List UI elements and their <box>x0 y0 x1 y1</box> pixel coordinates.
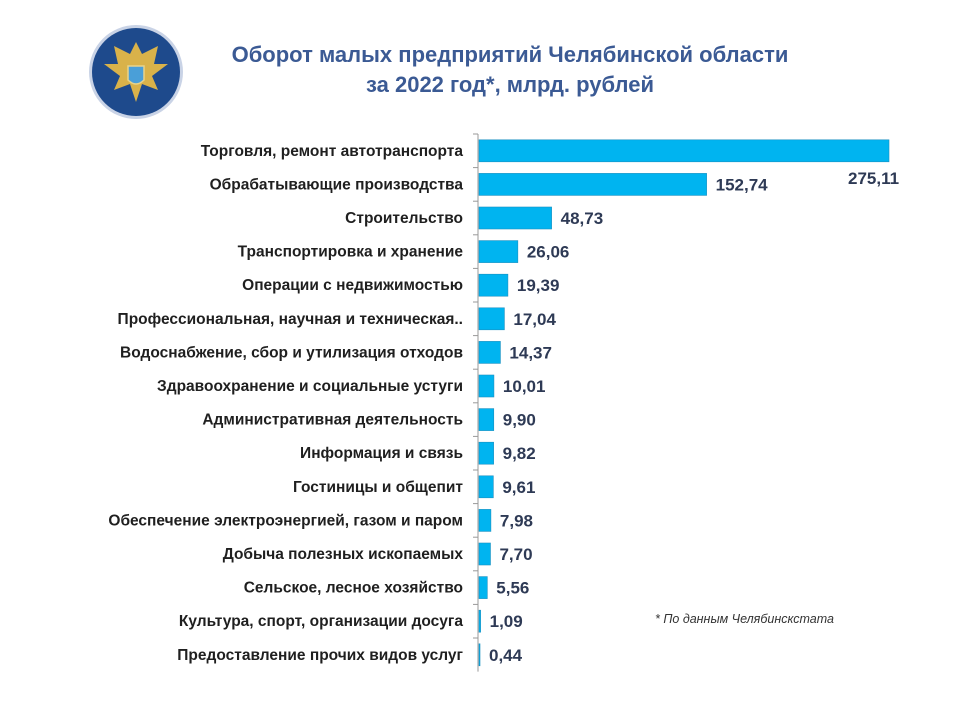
value-label: 7,70 <box>499 545 532 564</box>
bar <box>478 240 519 263</box>
category-label: Обеспечение электроэнергией, газом и пар… <box>108 512 463 529</box>
emblem-logo-icon <box>89 25 183 119</box>
value-label: 10,01 <box>503 377 546 396</box>
category-label: Обрабатывающие производства <box>210 176 464 193</box>
value-label: 9,61 <box>502 478 535 497</box>
value-label: 1,09 <box>490 612 523 631</box>
bar <box>478 576 488 599</box>
category-label: Здравоохранение и социальные устуги <box>157 378 463 395</box>
category-label: Торговля, ремонт автотранспорта <box>201 143 464 160</box>
bar <box>478 273 509 297</box>
value-label: 7,98 <box>500 511 533 530</box>
bar <box>478 609 481 633</box>
value-label: 14,37 <box>509 343 552 362</box>
category-label: Строительство <box>345 210 463 227</box>
bar <box>478 307 505 331</box>
value-label: 275,11 <box>848 169 899 188</box>
bar <box>478 139 890 163</box>
category-label: Транспортировка и хранение <box>238 244 464 261</box>
value-label: 0,44 <box>489 646 523 665</box>
value-label: 5,56 <box>496 579 529 598</box>
bar <box>478 408 495 431</box>
category-label: Добыча полезных ископаемых <box>223 546 464 563</box>
category-label: Водоснабжение, сбор и утилизация отходов <box>120 344 463 361</box>
category-label: Гостиницы и общепит <box>293 479 463 496</box>
footnote: * По данным Челябинскстата <box>655 612 834 626</box>
category-label: Профессиональная, научная и техническая.… <box>118 311 463 328</box>
category-label: Сельское, лесное хозяйство <box>244 580 463 597</box>
bar <box>478 643 481 667</box>
title-line-2: за 2022 год*, млрд. рублей <box>365 72 655 97</box>
category-label: Культура, спорт, организации досуга <box>179 613 463 630</box>
category-label: Административная деятельность <box>202 412 463 429</box>
value-label: 9,90 <box>503 411 536 430</box>
bar <box>478 441 494 465</box>
bar <box>478 341 501 364</box>
value-label: 19,39 <box>517 276 560 295</box>
chart-title: Оборот малых предприятий Челябинской обл… <box>190 40 830 100</box>
bar <box>478 173 707 196</box>
bar <box>478 509 492 532</box>
bar <box>478 206 552 230</box>
value-label: 48,73 <box>561 209 604 228</box>
value-label: 9,82 <box>503 444 536 463</box>
category-label: Предоставление прочих видов услуг <box>177 647 463 664</box>
category-label: Информация и связь <box>300 445 463 462</box>
bar <box>478 542 491 566</box>
bar <box>478 374 495 398</box>
category-label: Операции с недвижимостью <box>242 277 463 294</box>
bar <box>478 475 494 499</box>
title-line-1: Оборот малых предприятий Челябинской обл… <box>231 42 789 67</box>
value-label: 152,74 <box>716 175 769 194</box>
value-label: 17,04 <box>513 310 556 329</box>
value-label: 26,06 <box>527 243 570 262</box>
